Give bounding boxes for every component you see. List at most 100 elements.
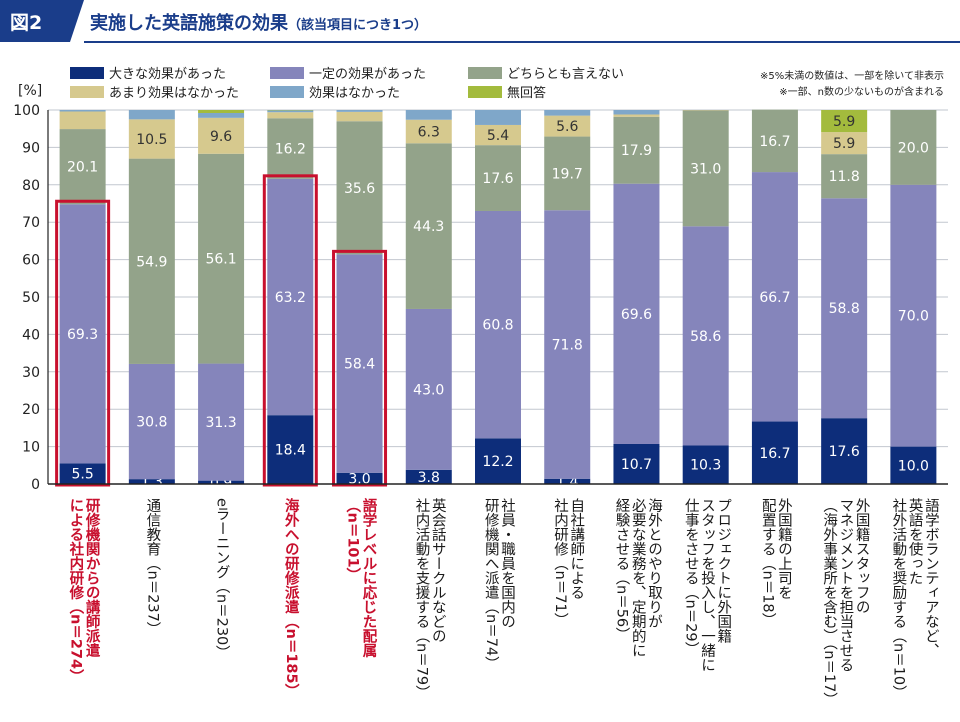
category-label: 語学レベルに応じた配属 （n＝101） — [343, 498, 377, 658]
data-label: 5.6 — [556, 119, 578, 135]
figure-title: 実施した英語施策の効果（該当項目につき1つ） — [90, 9, 427, 35]
category-label-line: 必要な業務を、定期的に — [629, 498, 646, 658]
data-label: 10.0 — [898, 458, 929, 474]
category-label: プロジェクトに外国籍 スタッフを投入し、一緒に 仕事をさせる（n＝29） — [680, 498, 731, 672]
data-label: 69.3 — [67, 327, 98, 343]
bar-segment — [128, 119, 175, 159]
bar-segment — [128, 158, 175, 364]
category-label-line: eラーニング（n＝230） — [213, 498, 230, 660]
legend: 大きな効果があった あまり効果はなかった 一定の効果があった 効果はなかった ど… — [0, 0, 960, 101]
bar-segment — [336, 472, 383, 484]
bar-segment — [890, 184, 937, 447]
data-label: 31.3 — [205, 415, 236, 431]
category-label-line: マネジメントを担当させる — [837, 498, 854, 672]
bar-segment — [821, 198, 868, 419]
bar-segment — [821, 418, 868, 484]
bar-segment — [128, 363, 175, 480]
bar-segment — [267, 110, 314, 113]
category-label-line: 研修機関からの講師派遣 — [83, 498, 100, 658]
note-1: ※5%未満の数値は、一部を除いて非表示 — [760, 71, 944, 82]
legend-item-none: 効果はなかった — [270, 82, 400, 101]
data-label: 44.3 — [413, 219, 444, 235]
highlight-frame — [332, 249, 388, 487]
category-label: 英会話サークルなどの 社内活動を支援する（n＝79） — [412, 498, 446, 700]
bar-segment — [475, 124, 521, 146]
figure-header: 図2 実施した英語施策の効果（該当項目につき1つ） — [0, 0, 960, 43]
category-label-line: 自社講師による — [568, 498, 585, 600]
data-label: 5.9 — [833, 136, 855, 152]
category-label-line: 配置する（n＝18） — [759, 498, 776, 628]
data-label: 58.6 — [690, 329, 721, 345]
data-label: 20.0 — [898, 140, 929, 156]
bar-segment — [544, 110, 591, 116]
bar-segment — [267, 118, 314, 179]
category-label-line: による社内研修（n＝274） — [67, 498, 84, 684]
category-label: 通信教育（n＝237） — [143, 498, 160, 636]
bar-segment — [890, 110, 937, 185]
category-label: 自社講師による 社内研修（n＝71） — [550, 498, 584, 627]
data-label: 9.6 — [210, 129, 232, 145]
bar-segment — [336, 110, 383, 112]
legend-item-notmuch: あまり効果はなかった — [70, 82, 239, 101]
category-label: eラーニング（n＝230） — [213, 498, 230, 660]
category-label-line: 語学レベルに応じた配属 — [360, 498, 377, 658]
data-label: 30.8 — [136, 415, 167, 431]
category-label-line: （海外事業所を含む）（n＝17） — [821, 498, 838, 707]
data-label: 58.8 — [829, 301, 860, 317]
category-label-line: 社内活動を支援する（n＝79） — [413, 498, 430, 700]
data-label: 12.2 — [482, 454, 513, 470]
data-label: 71.8 — [552, 337, 583, 353]
legend-item-some: 一定の効果があった — [270, 63, 427, 82]
category-label-line: 語学ボランティアなど、 — [922, 498, 939, 658]
bar-segment — [751, 421, 798, 484]
data-label: 70.0 — [898, 309, 929, 325]
bar-segment — [405, 119, 452, 144]
category-label: 語学ボランティアなど、 英語を使った 社外活動を奨励する（n＝10） — [888, 498, 939, 700]
bar-segment — [544, 136, 591, 211]
category-label-line: 経験させる（n＝56） — [613, 498, 630, 642]
y-axis-unit: [%] — [18, 83, 42, 99]
bar-segment — [613, 110, 660, 115]
legend-item-noanswer: 無回答 — [468, 82, 546, 101]
bar-segment — [821, 132, 868, 155]
bar-segment — [59, 204, 106, 464]
bar-segment — [128, 479, 175, 484]
y-tick-label: 80 — [22, 178, 40, 194]
bar-segment — [405, 110, 452, 120]
legend-swatch — [70, 67, 104, 79]
highlight-frame — [262, 174, 318, 487]
legend-swatch — [468, 86, 502, 98]
category-label-line: スタッフを投入し、一緒に — [698, 498, 715, 672]
legend-label: 一定の効果があった — [309, 67, 427, 82]
data-label: 10.7 — [621, 457, 652, 473]
data-label: 17.6 — [482, 171, 513, 187]
figure-subtitle: （該当項目につき1つ） — [288, 18, 428, 33]
data-label: 16.7 — [759, 446, 790, 462]
data-label: 10.5 — [136, 132, 167, 148]
bar-segment — [682, 110, 729, 227]
bar-segment — [198, 110, 245, 113]
category-label-line: 仕事をさせる（n＝29） — [682, 498, 699, 657]
bar-segment — [267, 415, 314, 484]
y-tick-label: 10 — [22, 440, 40, 456]
category-label: 外国籍の上司を 配置する（n＝18） — [758, 498, 792, 627]
bar-segment — [544, 115, 591, 137]
data-label: 5.5 — [71, 467, 93, 483]
bar-segment — [336, 254, 383, 473]
bar-segment — [405, 143, 452, 309]
note-2: ※一部、n数の少ないものが含まれる — [779, 87, 944, 98]
bar-segment — [267, 112, 314, 119]
legend-swatch — [270, 86, 304, 98]
figure-title-main: 実施した英語施策の効果 — [90, 13, 288, 34]
figure-badge-slant — [70, 0, 84, 42]
bar-segment — [613, 183, 660, 444]
data-label: 43.0 — [413, 382, 444, 398]
bar-segment — [198, 480, 245, 484]
bar-segment — [267, 178, 314, 416]
bar-segment — [613, 116, 660, 184]
data-label: 16.7 — [759, 134, 790, 150]
y-tick-label: 60 — [22, 253, 40, 269]
highlight-frame — [55, 199, 111, 487]
bar-segment — [198, 363, 245, 481]
legend-item-neither: どちらとも言えない — [468, 63, 624, 82]
